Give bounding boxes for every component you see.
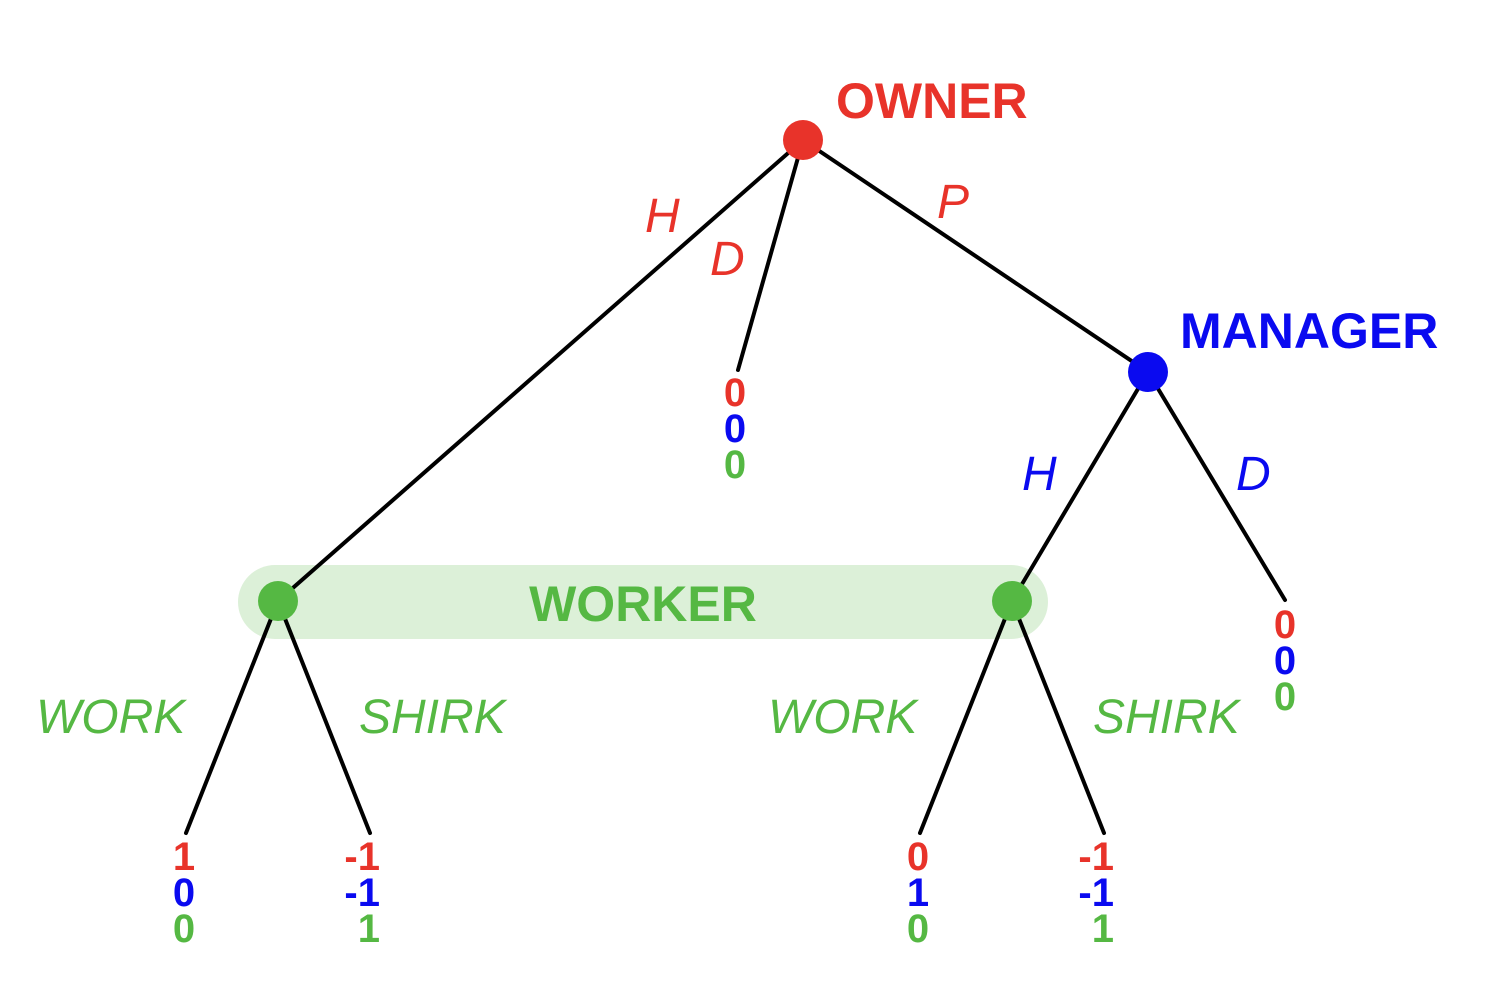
edge-right-shirk bbox=[1010, 599, 1106, 835]
payoff-worker: 1 bbox=[358, 907, 380, 951]
owner-node bbox=[783, 120, 823, 160]
move-owner-dissolve: D bbox=[710, 233, 745, 286]
payoff-manager: 0 bbox=[173, 871, 195, 915]
edge-manager-hire bbox=[1010, 370, 1150, 603]
manager-label: MANAGER bbox=[1180, 303, 1438, 359]
move-left-work: WORK bbox=[36, 691, 187, 744]
owner-label: OWNER bbox=[836, 73, 1028, 129]
move-manager-dissolve: D bbox=[1236, 448, 1271, 501]
payoff-worker: 0 bbox=[1274, 675, 1296, 719]
worker-node-left bbox=[258, 581, 298, 621]
move-right-work: WORK bbox=[768, 691, 919, 744]
edge-manager-dissolve bbox=[1146, 370, 1287, 602]
move-left-shirk: SHIRK bbox=[359, 691, 508, 744]
edge-owner-hire bbox=[276, 138, 805, 603]
worker-node-right bbox=[992, 581, 1032, 621]
payoff-owner: 1 bbox=[173, 835, 195, 879]
payoff-worker: 0 bbox=[724, 443, 746, 487]
edge-right-work bbox=[918, 599, 1014, 835]
payoff-manager: -1 bbox=[344, 871, 380, 915]
worker-information-set bbox=[238, 565, 1048, 639]
payoff-worker: 0 bbox=[907, 907, 929, 951]
payoff-owner: 0 bbox=[1274, 603, 1296, 647]
payoff-left-shirk: -1 -1 1 bbox=[344, 835, 380, 951]
payoff-manager: 0 bbox=[724, 407, 746, 451]
payoff-left-work: 1 0 0 bbox=[173, 835, 195, 951]
payoff-worker: 1 bbox=[1092, 907, 1114, 951]
payoff-manager-dissolve: 0 0 0 bbox=[1274, 603, 1296, 719]
edge-left-work bbox=[184, 599, 280, 835]
payoff-worker: 0 bbox=[173, 907, 195, 951]
edge-owner-partner bbox=[801, 138, 1150, 374]
worker-label: WORKER bbox=[529, 576, 757, 632]
move-owner-partner: P bbox=[937, 176, 969, 229]
edge-owner-dissolve bbox=[736, 138, 805, 372]
payoff-manager: -1 bbox=[1078, 871, 1114, 915]
payoff-right-work: 0 1 0 bbox=[907, 835, 929, 951]
payoff-owner-dissolve: 0 0 0 bbox=[724, 371, 746, 487]
move-owner-hire: H bbox=[645, 190, 680, 243]
payoff-owner: 0 bbox=[907, 835, 929, 879]
edge-left-shirk bbox=[276, 599, 372, 835]
move-manager-hire: H bbox=[1022, 448, 1057, 501]
payoff-owner: -1 bbox=[344, 835, 380, 879]
payoff-right-shirk: -1 -1 1 bbox=[1078, 835, 1114, 951]
payoff-manager: 1 bbox=[907, 871, 929, 915]
payoff-manager: 0 bbox=[1274, 639, 1296, 683]
manager-node bbox=[1128, 352, 1168, 392]
move-right-shirk: SHIRK bbox=[1093, 691, 1242, 744]
payoff-owner: 0 bbox=[724, 371, 746, 415]
payoff-owner: -1 bbox=[1078, 835, 1114, 879]
